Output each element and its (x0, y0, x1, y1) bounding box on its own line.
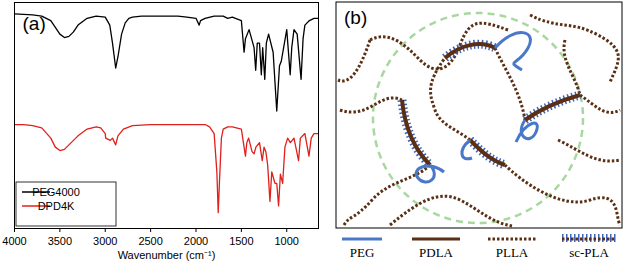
svg-text:DPD4K: DPD4K (38, 200, 75, 212)
svg-text:(b): (b) (344, 7, 367, 28)
svg-text:1500: 1500 (229, 235, 253, 247)
svg-text:3000: 3000 (93, 235, 117, 247)
svg-text:3500: 3500 (48, 235, 72, 247)
svg-text:PLLA: PLLA (496, 245, 529, 260)
svg-text:(a): (a) (23, 13, 46, 34)
svg-text:PEG: PEG (350, 245, 375, 260)
svg-text:4000: 4000 (2, 235, 26, 247)
svg-text:Wavenumber (cm⁻¹): Wavenumber (cm⁻¹) (118, 249, 216, 261)
svg-text:PDLA: PDLA (419, 245, 454, 260)
svg-text:sc-PLA: sc-PLA (569, 245, 609, 260)
svg-text:PEG4000: PEG4000 (32, 186, 80, 198)
svg-text:1000: 1000 (274, 235, 298, 247)
svg-text:2000: 2000 (184, 235, 208, 247)
svg-text:2500: 2500 (138, 235, 162, 247)
